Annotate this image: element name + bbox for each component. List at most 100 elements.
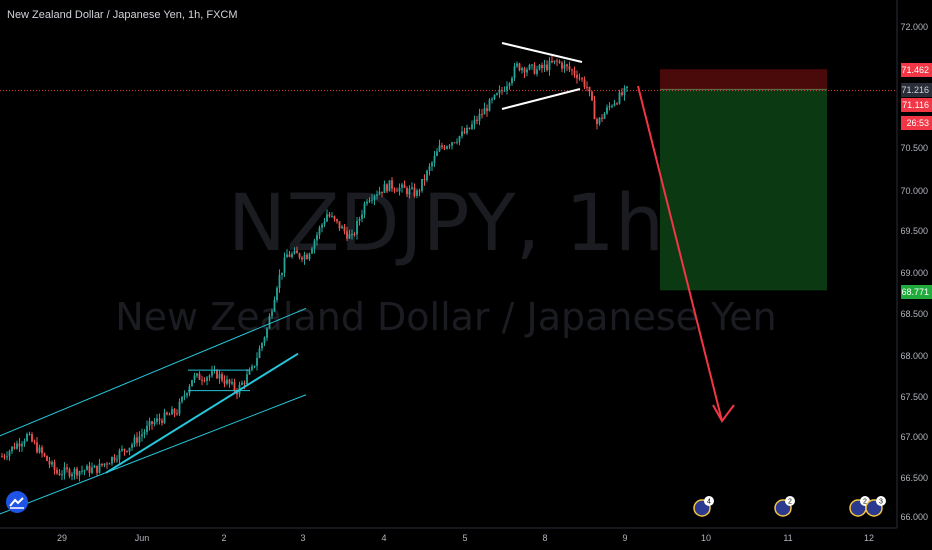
candle-body — [271, 311, 273, 317]
candle-body — [61, 474, 63, 476]
candle-body — [348, 234, 351, 239]
candle-body — [153, 421, 156, 425]
candle-body — [206, 377, 208, 381]
candle-body — [548, 60, 551, 71]
candle-body — [101, 463, 103, 466]
candle-body — [216, 370, 218, 379]
candle-body — [193, 375, 196, 380]
candle-body — [146, 425, 148, 433]
candle-body — [343, 226, 346, 232]
candle-body — [163, 412, 166, 423]
candle-body — [66, 467, 68, 470]
candle-body — [398, 187, 401, 192]
candle-body — [121, 448, 123, 451]
candle-body — [31, 434, 33, 442]
tradingview-logo-icon[interactable] — [6, 491, 28, 513]
candle-body — [111, 456, 113, 464]
candle-body — [126, 450, 128, 452]
x-tick-label: 3 — [300, 533, 305, 543]
price-tag-countdown — [901, 116, 932, 130]
candle-body — [48, 460, 51, 465]
candle-body — [421, 178, 423, 191]
candle-body — [263, 337, 266, 344]
y-tick-label: 67.500 — [900, 392, 928, 402]
candle-body — [353, 234, 356, 236]
forecast-arrow-line — [637, 85, 723, 422]
x-tick-label: Jun — [135, 533, 150, 543]
candle-body — [116, 459, 118, 461]
y-tick-label: 69.500 — [900, 226, 928, 236]
candle-body — [626, 86, 628, 88]
price-tag-target — [901, 285, 932, 299]
candle-body — [446, 146, 448, 149]
candle-body — [288, 254, 291, 257]
candle-body — [346, 231, 348, 239]
candle-body — [511, 78, 513, 84]
candle-body — [98, 463, 101, 473]
candle-body — [186, 393, 188, 396]
candle-body — [338, 221, 341, 229]
candle-body — [331, 216, 333, 218]
candle-body — [228, 379, 231, 384]
candle-body — [88, 465, 91, 473]
candle-body — [83, 470, 86, 472]
candle-body — [26, 434, 28, 441]
candle-body — [486, 108, 488, 112]
candle-body — [73, 468, 76, 475]
candle-body — [458, 136, 461, 142]
candle-body — [241, 382, 243, 385]
candle-body — [351, 234, 353, 236]
candle-body — [11, 446, 13, 452]
candle-body — [41, 447, 43, 454]
candle-body — [341, 226, 343, 229]
candle-body — [361, 214, 363, 219]
stop-loss-zone — [660, 69, 827, 90]
candle-body — [611, 105, 613, 107]
candle-body — [443, 147, 446, 149]
candle-body — [13, 446, 16, 449]
candle-body — [108, 463, 111, 465]
candle-body — [103, 463, 106, 466]
candle-body — [21, 443, 23, 447]
candle-body — [493, 94, 496, 99]
candle-body — [373, 195, 376, 200]
candle-body — [176, 413, 178, 415]
candle-body — [393, 188, 396, 191]
candle-body — [466, 127, 468, 134]
candle-body — [278, 274, 281, 288]
candle-body — [413, 187, 416, 196]
candle-body — [266, 328, 268, 338]
candle-body — [261, 343, 263, 349]
candle-body — [498, 90, 501, 94]
candle-body — [563, 64, 566, 69]
event-count-badge — [876, 496, 886, 506]
take-profit-zone — [660, 89, 827, 291]
x-tick-label: 9 — [622, 533, 627, 543]
candle-body — [416, 190, 418, 196]
candle-body — [561, 62, 563, 69]
candle-body — [246, 374, 248, 384]
candle-body — [283, 257, 286, 273]
candle-body — [213, 370, 216, 372]
candle-body — [138, 436, 141, 443]
candle-body — [581, 78, 583, 80]
channel-lower-line — [0, 394, 307, 515]
y-tick-label: 66.500 — [900, 473, 928, 483]
symbol-title: New Zealand Dollar / Japanese Yen, 1h, F… — [7, 9, 238, 21]
candle-body — [401, 184, 403, 188]
candle-body — [481, 113, 483, 115]
candle-body — [188, 386, 191, 394]
candle-body — [166, 412, 168, 415]
candle-body — [438, 145, 441, 152]
candle-body — [578, 78, 581, 80]
candle-body — [528, 64, 531, 70]
candle-body — [378, 191, 381, 195]
candle-body — [8, 451, 11, 457]
candle-body — [318, 227, 321, 235]
candle-body — [203, 380, 206, 382]
candle-body — [453, 142, 456, 144]
candle-body — [621, 92, 623, 96]
candle-body — [411, 187, 413, 189]
